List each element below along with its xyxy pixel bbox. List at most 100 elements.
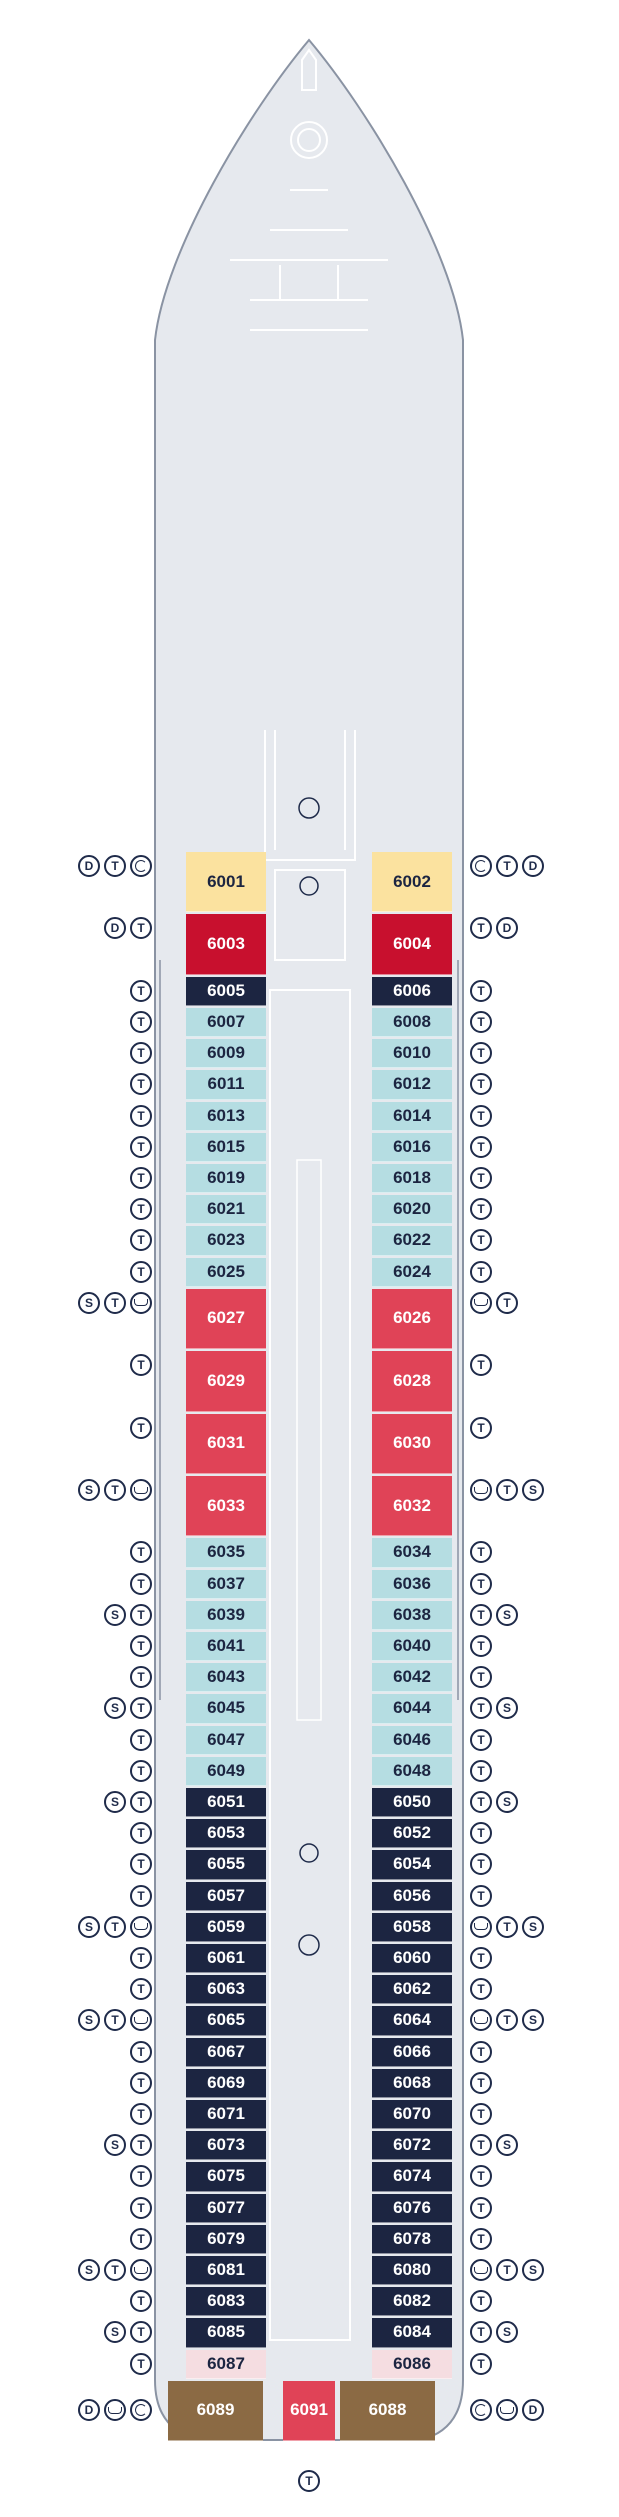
cabin-6029[interactable]: 6029 <box>186 1351 266 1412</box>
cabin-6040[interactable]: 6040 <box>372 1632 452 1662</box>
cabin-6007[interactable]: 6007 <box>186 1008 266 1038</box>
cabin-number: 6054 <box>393 1854 431 1874</box>
cabin-6057[interactable]: 6057 <box>186 1881 266 1911</box>
cabin-6081[interactable]: 6081 <box>186 2256 266 2286</box>
cabin-6044[interactable]: 6044 <box>372 1694 452 1724</box>
cabin-6059[interactable]: 6059 <box>186 1912 266 1942</box>
cabin-6027[interactable]: 6027 <box>186 1288 266 1350</box>
cabin-6079[interactable]: 6079 <box>186 2224 266 2254</box>
cabin-6047[interactable]: 6047 <box>186 1725 266 1755</box>
cabin-6026[interactable]: 6026 <box>372 1288 452 1350</box>
cabin-6041[interactable]: 6041 <box>186 1632 266 1662</box>
cabin-6002[interactable]: 6002 <box>372 852 452 913</box>
cabin-6065[interactable]: 6065 <box>186 2006 266 2036</box>
cabin-6085[interactable]: 6085 <box>186 2318 266 2348</box>
cabin-6080[interactable]: 6080 <box>372 2256 452 2286</box>
cabin-6021[interactable]: 6021 <box>186 1195 266 1225</box>
cabin-6062[interactable]: 6062 <box>372 1975 452 2005</box>
cabin-6054[interactable]: 6054 <box>372 1850 452 1880</box>
cabin-6074[interactable]: 6074 <box>372 2162 452 2192</box>
cabin-6005[interactable]: 6005 <box>186 976 266 1006</box>
cabin-6066[interactable]: 6066 <box>372 2037 452 2067</box>
cabin-6001[interactable]: 6001 <box>186 852 266 913</box>
cabin-6025[interactable]: 6025 <box>186 1257 266 1287</box>
cabin-6071[interactable]: 6071 <box>186 2100 266 2130</box>
cabin-6070[interactable]: 6070 <box>372 2100 452 2130</box>
cabin-number: 6086 <box>393 2353 431 2373</box>
cabin-6077[interactable]: 6077 <box>186 2193 266 2223</box>
cabin-6036[interactable]: 6036 <box>372 1569 452 1599</box>
cabin-6004[interactable]: 6004 <box>372 914 452 975</box>
cabin-6067[interactable]: 6067 <box>186 2037 266 2067</box>
tv-icon: T <box>470 1853 492 1876</box>
cabin-6072[interactable]: 6072 <box>372 2131 452 2161</box>
cabin-6003[interactable]: 6003 <box>186 914 266 975</box>
cabin-6020[interactable]: 6020 <box>372 1195 452 1225</box>
cabin-6035[interactable]: 6035 <box>186 1538 266 1568</box>
cabin-6050[interactable]: 6050 <box>372 1788 452 1818</box>
cabin-6016[interactable]: 6016 <box>372 1132 452 1162</box>
cabin-6042[interactable]: 6042 <box>372 1663 452 1693</box>
cabin-6009[interactable]: 6009 <box>186 1039 266 1069</box>
cabin-6051[interactable]: 6051 <box>186 1788 266 1818</box>
tv-icon: T <box>130 1042 152 1065</box>
cabin-6046[interactable]: 6046 <box>372 1725 452 1755</box>
bath-icon <box>470 1915 492 1938</box>
cabin-6060[interactable]: 6060 <box>372 1944 452 1974</box>
cabin-6010[interactable]: 6010 <box>372 1039 452 1069</box>
cabin-6086[interactable]: 6086 <box>372 2349 452 2379</box>
cabin-6083[interactable]: 6083 <box>186 2287 266 2317</box>
cabin-6063[interactable]: 6063 <box>186 1975 266 2005</box>
cabin-6011[interactable]: 6011 <box>186 1070 266 1100</box>
cabin-6024[interactable]: 6024 <box>372 1257 452 1287</box>
cabin-6052[interactable]: 6052 <box>372 1819 452 1849</box>
cabin-number: 6009 <box>207 1043 245 1063</box>
cabin-6018[interactable]: 6018 <box>372 1164 452 1194</box>
cabin-6015[interactable]: 6015 <box>186 1132 266 1162</box>
cabin-6089[interactable]: 6089 <box>168 2380 263 2442</box>
cabin-6022[interactable]: 6022 <box>372 1226 452 1256</box>
cabin-6058[interactable]: 6058 <box>372 1912 452 1942</box>
cabin-6069[interactable]: 6069 <box>186 2068 266 2098</box>
cabin-6053[interactable]: 6053 <box>186 1819 266 1849</box>
cabin-number: 6021 <box>207 1199 245 1219</box>
cabin-6056[interactable]: 6056 <box>372 1881 452 1911</box>
cabin-6012[interactable]: 6012 <box>372 1070 452 1100</box>
bath-icon <box>470 1291 492 1314</box>
cabin-6006[interactable]: 6006 <box>372 976 452 1006</box>
cabin-6078[interactable]: 6078 <box>372 2224 452 2254</box>
cabin-6068[interactable]: 6068 <box>372 2068 452 2098</box>
cabin-6038[interactable]: 6038 <box>372 1600 452 1630</box>
cabin-6055[interactable]: 6055 <box>186 1850 266 1880</box>
cabin-6088[interactable]: 6088 <box>340 2380 435 2442</box>
cabin-6033[interactable]: 6033 <box>186 1476 266 1537</box>
cabin-number: 6007 <box>207 1012 245 1032</box>
cabin-6061[interactable]: 6061 <box>186 1944 266 1974</box>
cabin-6082[interactable]: 6082 <box>372 2287 452 2317</box>
cabin-6043[interactable]: 6043 <box>186 1663 266 1693</box>
cabin-6030[interactable]: 6030 <box>372 1413 452 1474</box>
cabin-6045[interactable]: 6045 <box>186 1694 266 1724</box>
cabin-6049[interactable]: 6049 <box>186 1756 266 1786</box>
cabin-6014[interactable]: 6014 <box>372 1101 452 1131</box>
cabin-6039[interactable]: 6039 <box>186 1600 266 1630</box>
cabin-6032[interactable]: 6032 <box>372 1476 452 1537</box>
cabin-6013[interactable]: 6013 <box>186 1101 266 1131</box>
cabin-6037[interactable]: 6037 <box>186 1569 266 1599</box>
cabin-6034[interactable]: 6034 <box>372 1538 452 1568</box>
cabin-6019[interactable]: 6019 <box>186 1164 266 1194</box>
cabin-6091[interactable]: 6091 <box>283 2380 335 2442</box>
cabin-number: 6057 <box>207 1885 245 1905</box>
cabin-6048[interactable]: 6048 <box>372 1756 452 1786</box>
cabin-6023[interactable]: 6023 <box>186 1226 266 1256</box>
cabin-6075[interactable]: 6075 <box>186 2162 266 2192</box>
cabin-6031[interactable]: 6031 <box>186 1413 266 1474</box>
cabin-6064[interactable]: 6064 <box>372 2006 452 2036</box>
cabin-6028[interactable]: 6028 <box>372 1351 452 1412</box>
cabin-6008[interactable]: 6008 <box>372 1008 452 1038</box>
cabin-6087[interactable]: 6087 <box>186 2349 266 2379</box>
cabin-6084[interactable]: 6084 <box>372 2318 452 2348</box>
tv-icon: T <box>470 1011 492 1033</box>
cabin-6073[interactable]: 6073 <box>186 2131 266 2161</box>
cabin-6076[interactable]: 6076 <box>372 2193 452 2223</box>
